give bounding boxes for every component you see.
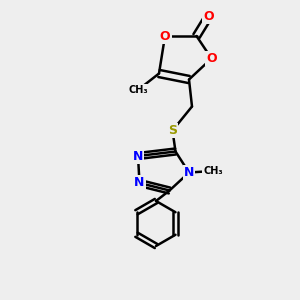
Text: CH₃: CH₃ [128, 85, 148, 95]
Text: O: O [160, 29, 170, 43]
Text: N: N [133, 149, 143, 163]
Text: N: N [134, 176, 145, 190]
Text: S: S [168, 124, 177, 137]
Text: O: O [206, 52, 217, 65]
Text: O: O [203, 10, 214, 23]
Text: N: N [184, 166, 194, 179]
Text: CH₃: CH₃ [203, 166, 223, 176]
